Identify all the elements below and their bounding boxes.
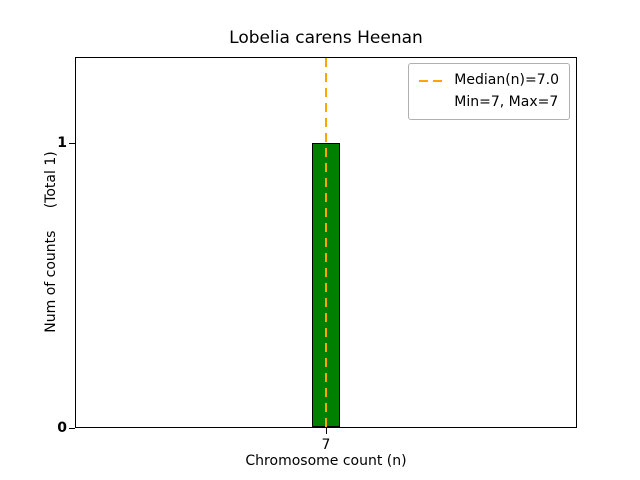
legend-entry-median: Median(n)=7.0 [419, 71, 559, 90]
x-tick-mark [326, 428, 327, 434]
y-tick-mark [69, 428, 75, 429]
y-tick-label-1: 1 [57, 134, 67, 151]
legend: Median(n)=7.0 Min=7, Max=7 [408, 63, 570, 120]
y-tick-label-0: 0 [57, 420, 67, 436]
y-tick-mark [69, 142, 75, 144]
median-line [325, 58, 327, 427]
y-axis-label: Num of counts (Total 1) [43, 151, 59, 333]
legend-label-minmax: Min=7, Max=7 [454, 94, 559, 110]
x-tick-label-7: 7 [321, 437, 331, 453]
chart-title: Lobelia carens Heenan [229, 28, 423, 48]
legend-entry-minmax: Min=7, Max=7 [419, 93, 559, 112]
dashed-line-swatch-icon [419, 79, 447, 82]
empty-swatch [419, 102, 446, 104]
x-axis-label: Chromosome count (n) [245, 453, 407, 469]
plot-area: Median(n)=7.0 Min=7, Max=7 [75, 57, 577, 428]
legend-label-median: Median(n)=7.0 [454, 72, 559, 88]
